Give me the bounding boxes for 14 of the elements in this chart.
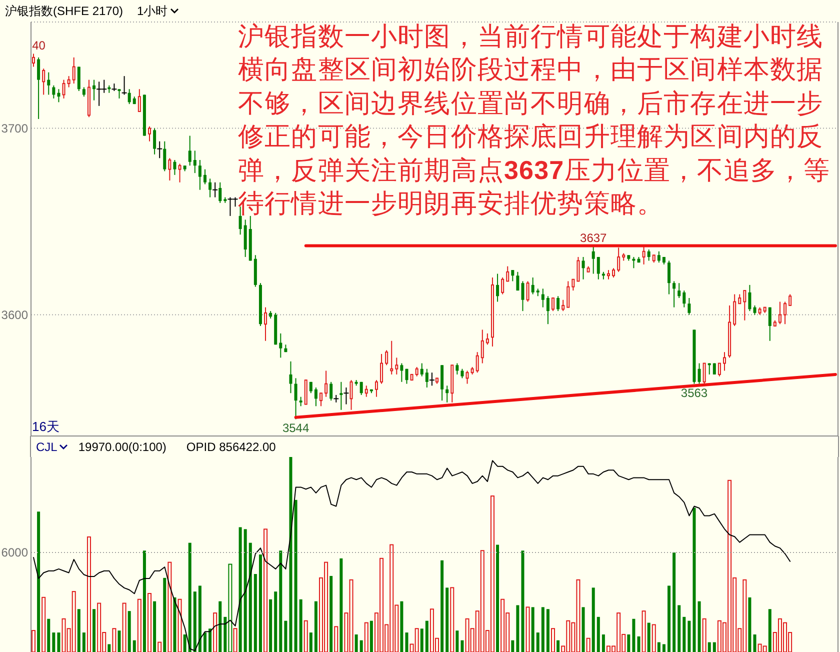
- annotation: 40: [32, 38, 46, 53]
- y-tick-label: 3600: [1, 308, 28, 322]
- annotation: 3544: [282, 421, 310, 436]
- annotation: 沪银指数一小时图，当前行情可能处于构建小时线横向盘整区间初始阶段过程中，由于区间样本数据不够，区间边界线位置尚不明确，后市存在进一步修正的可能，今日价格探底回升理解为区间内的反弹，反弹关注前期高点3637压力位置，不追多，等待行情进一步明朗再安排优势策略。: [238, 21, 832, 220]
- text: 6000: [1, 546, 28, 560]
- chart-title: 沪银指数(SHFE 2170): [5, 2, 124, 20]
- y-tick-label: 3700: [1, 122, 28, 136]
- text: CJL: [36, 440, 58, 454]
- annotation: 16天: [32, 418, 60, 436]
- chart-subtitle: 1小时: [137, 2, 168, 20]
- annotation: 3563: [680, 386, 708, 400]
- text: OPID 856422.00: [186, 440, 276, 454]
- text: 19970.00(0:100): [78, 440, 166, 454]
- annotation: 3637: [580, 230, 608, 245]
